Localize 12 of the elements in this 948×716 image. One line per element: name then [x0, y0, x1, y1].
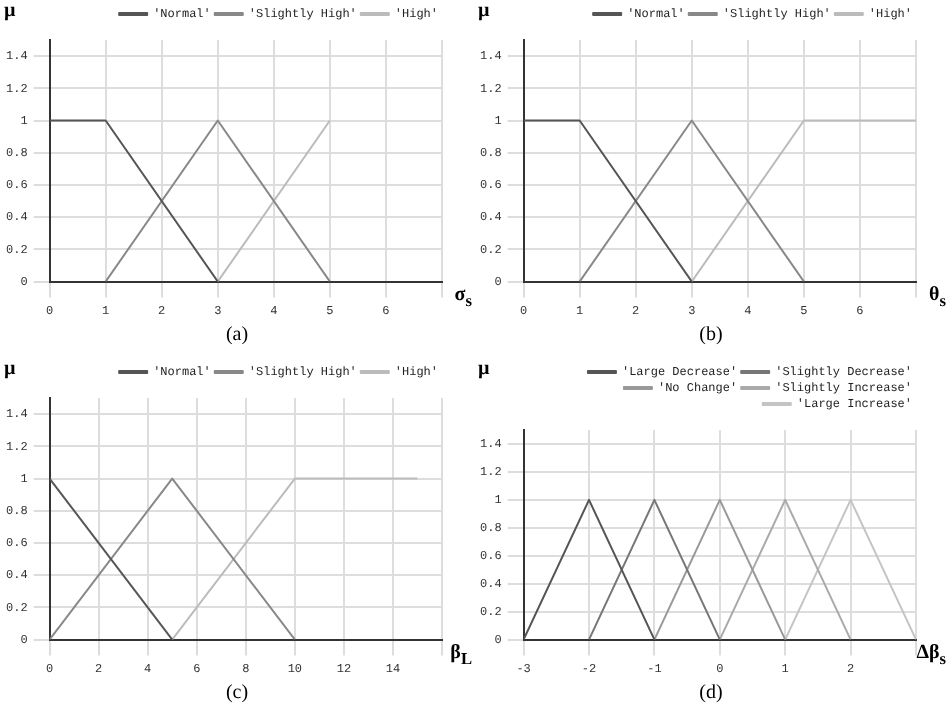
- text: (d): [699, 682, 723, 704]
- y-axis-title: µ: [4, 358, 16, 380]
- text: (c): [225, 682, 249, 704]
- x-axis-title: Δβ$_{s}$: [916, 642, 946, 668]
- y-axis-title: µ: [478, 358, 490, 380]
- y-axis-title: µ: [478, 0, 490, 22]
- y-axis-title: µ: [4, 0, 16, 22]
- text: (b): [699, 324, 723, 346]
- x-axis-title: β$_{L}$: [450, 642, 472, 668]
- x-axis-title: θ$_{s}$: [929, 284, 946, 310]
- text: (a): [225, 324, 249, 346]
- x-axis-title: σ$_{s}$: [454, 284, 472, 310]
